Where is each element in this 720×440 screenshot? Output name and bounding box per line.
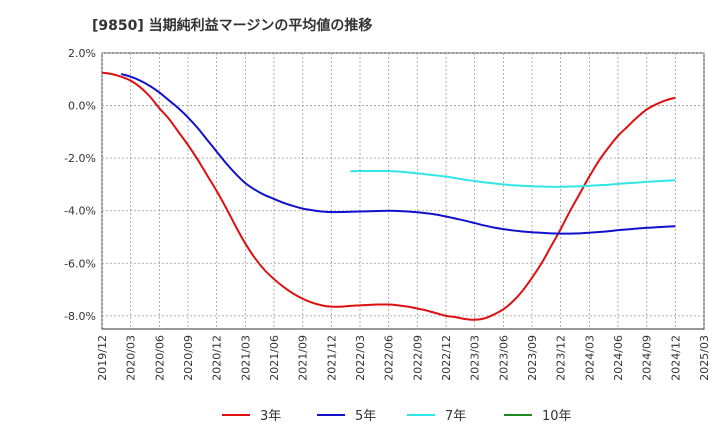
legend: 3年 5年 7年 10年 <box>222 409 572 424</box>
x-tick-label: 2024/06 <box>612 335 625 381</box>
x-tick-label: 2022/12 <box>440 335 453 381</box>
grid <box>101 52 705 329</box>
y-tick-label: -4.0% <box>64 205 96 218</box>
x-tick-label: 2021/06 <box>268 335 281 381</box>
series-line-0 <box>101 71 676 321</box>
x-tick-label: 2020/12 <box>211 335 224 381</box>
legend-label-3: 10年 <box>542 409 572 424</box>
x-tick-label: 2024/09 <box>641 335 654 381</box>
x-tick-label: 2020/09 <box>182 335 195 381</box>
y-tick-label: -8.0% <box>64 310 96 323</box>
x-tick-label: 2025/03 <box>698 335 711 381</box>
x-tick-label: 2023/09 <box>526 335 539 381</box>
x-tick-label: 2021/12 <box>325 335 338 381</box>
x-tick-label: 2023/03 <box>469 335 482 381</box>
legend-label-1: 5年 <box>355 409 376 424</box>
x-axis-ticks: 2019/12 2020/03 2020/06 2020/09 2020/12 2021/… <box>96 335 711 381</box>
x-tick-label: 2019/12 <box>96 335 109 381</box>
x-tick-label: 2023/06 <box>497 335 510 381</box>
chart-title: [9850] 当期純利益マージンの平均値の推移 <box>92 17 372 34</box>
x-tick-label: 2023/12 <box>555 335 568 381</box>
legend-label-0: 3年 <box>260 409 281 424</box>
y-axis-ticks: 2.0% 0.0% -2.0% -4.0% -6.0% -8.0% <box>64 47 96 323</box>
y-tick-label: 0.0% <box>68 100 96 113</box>
x-tick-label: 2022/09 <box>411 335 424 381</box>
x-tick-label: 2020/06 <box>153 335 166 381</box>
series-lines <box>101 71 676 321</box>
x-tick-label: 2024/03 <box>583 335 596 381</box>
series-line-2 <box>350 169 676 188</box>
x-tick-label: 2021/03 <box>239 335 252 381</box>
x-tick-label: 2021/09 <box>297 335 310 381</box>
y-tick-label: -6.0% <box>64 257 96 270</box>
y-tick-label: 2.0% <box>68 47 96 60</box>
plot-area <box>101 52 705 330</box>
x-tick-label: 2022/03 <box>354 335 367 381</box>
x-tick-label: 2022/06 <box>383 335 396 381</box>
x-tick-label: 2020/03 <box>125 335 138 381</box>
y-tick-label: -2.0% <box>64 152 96 165</box>
x-tick-label: 2024/12 <box>669 335 682 381</box>
series-line-1 <box>120 73 676 235</box>
legend-label-2: 7年 <box>445 409 466 424</box>
